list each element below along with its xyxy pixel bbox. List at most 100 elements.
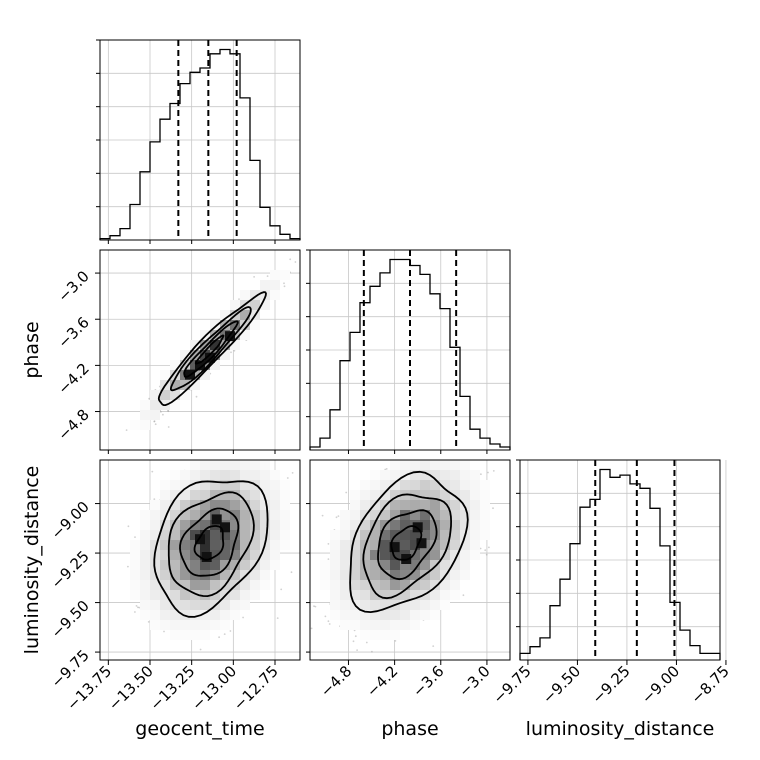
- geocent-time-xlabel: geocent_time: [135, 718, 264, 740]
- density-cell: [270, 470, 280, 480]
- density-cell: [200, 470, 210, 480]
- sample-point: [138, 606, 141, 609]
- density-cell: [330, 580, 340, 590]
- density-cell: [140, 610, 150, 620]
- density-cell: [250, 590, 260, 600]
- density-cell: [470, 530, 480, 540]
- sample-point: [492, 470, 495, 472]
- density-cell: [150, 510, 160, 520]
- density-cell: [470, 490, 480, 500]
- sample-point: [324, 615, 327, 618]
- phase-ylabel: phase: [21, 321, 43, 378]
- density-cell: [220, 460, 230, 470]
- density-cell: [160, 480, 170, 490]
- density-cell: [270, 270, 280, 280]
- density-cell: [370, 470, 380, 480]
- sample-point: [127, 565, 129, 568]
- density-cell: [380, 610, 390, 620]
- sample-point: [123, 452, 125, 454]
- grid-layer: [100, 39, 727, 660]
- sample-point: [283, 285, 286, 288]
- x-tick-label: −8.75: [688, 662, 733, 707]
- density-cell: [330, 530, 340, 540]
- sample-point: [487, 471, 489, 474]
- sample-point: [193, 456, 195, 458]
- density-cell: [400, 620, 410, 630]
- density-cell: [330, 590, 340, 600]
- sample-point: [151, 470, 154, 473]
- density-cell: [420, 610, 430, 620]
- density-cell: [430, 590, 440, 600]
- density-cell: [270, 500, 280, 510]
- density-cell: [340, 570, 350, 580]
- density-cell: [340, 530, 350, 540]
- sample-point: [492, 507, 494, 510]
- density-cell: [220, 600, 230, 610]
- density-cell: [330, 570, 340, 580]
- sample-point: [167, 409, 169, 412]
- sample-point: [374, 660, 376, 662]
- density-cell: [410, 600, 420, 610]
- sample-point: [294, 261, 297, 263]
- density-cell: [160, 370, 170, 380]
- density-cell: [280, 500, 290, 510]
- density-cell: [350, 610, 360, 620]
- sample-point: [354, 635, 357, 638]
- density-cell: [240, 460, 250, 470]
- density-cell: [270, 280, 280, 290]
- density-cell: [450, 570, 460, 580]
- density-cell: [340, 510, 350, 520]
- density-cell: [440, 470, 450, 480]
- density-cell: [160, 600, 170, 610]
- density-cell: [360, 480, 370, 490]
- density-cell: [230, 470, 240, 480]
- sample-point: [464, 447, 466, 449]
- density-cell: [480, 530, 490, 540]
- sample-point: [154, 423, 157, 426]
- density-cell: [270, 510, 280, 520]
- density-cell: [350, 620, 360, 630]
- density-cell: [230, 610, 240, 620]
- density-cell: [460, 550, 470, 560]
- density-cell: [240, 470, 250, 480]
- sample-point: [199, 648, 202, 651]
- sample-point: [371, 650, 373, 653]
- density-cell: [260, 470, 270, 480]
- density-cell: [420, 600, 430, 610]
- density-cell: [170, 620, 180, 630]
- density-cell: [140, 550, 150, 560]
- phase-xlabel: phase: [381, 718, 438, 740]
- density-cell: [220, 470, 230, 480]
- density-cell: [450, 480, 460, 490]
- density-cell: [480, 480, 490, 490]
- density-cell: [450, 580, 460, 590]
- sample-point: [261, 440, 263, 442]
- density-cell: [130, 570, 140, 580]
- sample-point: [127, 525, 130, 528]
- density-cell: [340, 520, 350, 530]
- density-cell: [320, 580, 330, 590]
- contour-level: [157, 291, 267, 406]
- density-cell: [150, 610, 160, 620]
- sample-point: [153, 420, 156, 423]
- sample-point: [321, 514, 324, 517]
- x-tick-label: −13.00: [188, 662, 240, 714]
- density-cell: [140, 410, 150, 420]
- x-tick-label: −13.25: [147, 662, 199, 714]
- density-cell: [240, 580, 250, 590]
- sample-point: [280, 588, 283, 591]
- sample-point: [428, 458, 430, 460]
- sample-point: [480, 473, 482, 476]
- sample-point: [305, 597, 307, 599]
- density-cell: [140, 530, 150, 540]
- density-cell: [460, 560, 470, 570]
- density-cell: [390, 630, 400, 640]
- sample-point: [327, 620, 330, 623]
- y-tick-label: −3.0: [54, 267, 92, 305]
- density-cell: [330, 560, 340, 570]
- sample-point: [223, 633, 226, 635]
- sample-point: [135, 605, 138, 607]
- density-cell: [360, 490, 370, 500]
- density-cell: [410, 620, 420, 630]
- density-cell: [410, 460, 420, 470]
